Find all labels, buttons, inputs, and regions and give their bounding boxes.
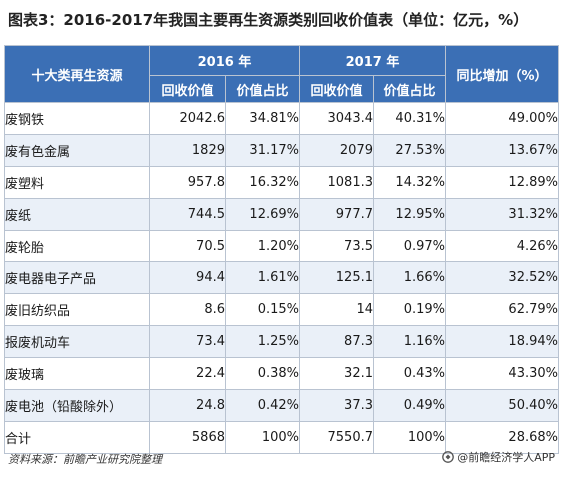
table-row: 废钢铁 2042.6 34.81% 3043.4 40.31% 49.00%: [4, 102, 559, 135]
table-row: 废电池（铅酸除外） 24.8 0.42% 37.3 0.49% 50.40%: [4, 389, 559, 422]
qianzhan-logo-icon: [442, 451, 455, 463]
cell-category: 废纸: [4, 197, 150, 231]
cell-category: 合计: [4, 420, 150, 454]
cell-2017-share: 1.66%: [373, 261, 446, 295]
cell-2016-value: 70.5: [149, 229, 226, 263]
cell-2017-value: 3043.4: [299, 102, 374, 135]
cell-growth: 32.52%: [445, 261, 559, 295]
brand-label: @前瞻经济学人APP: [457, 451, 555, 464]
recycling-value-table: 十大类再生资源 2016 年 2017 年 同比增加（%） 回收价值 价值占比 …: [4, 45, 559, 454]
header-category: 十大类再生资源: [4, 45, 150, 103]
cell-growth: 4.26%: [445, 229, 559, 263]
cell-2016-share: 100%: [225, 420, 300, 454]
cell-2016-value: 744.5: [149, 197, 226, 231]
table-row: 废有色金属 1829 31.17% 2079 27.53% 13.67%: [4, 133, 559, 167]
cell-2017-value: 37.3: [299, 389, 374, 422]
cell-2017-value: 14: [299, 293, 374, 327]
table-row: 合计 5868 100% 7550.7 100% 28.68%: [4, 420, 559, 454]
cell-2017-share: 0.49%: [373, 389, 446, 422]
cell-2017-value: 1081.3: [299, 165, 374, 199]
cell-category: 废轮胎: [4, 229, 150, 263]
table-body: 废钢铁 2042.6 34.81% 3043.4 40.31% 49.00% 废有色金属 18…: [4, 102, 559, 454]
cell-2017-share: 0.19%: [373, 293, 446, 327]
header-2017-value: 回收价值: [299, 75, 374, 103]
table-row: 废电器电子产品 94.4 1.61% 125.1 1.66% 32.52%: [4, 261, 559, 295]
cell-category: 废钢铁: [4, 102, 150, 135]
cell-2016-value: 8.6: [149, 293, 226, 327]
cell-2017-value: 7550.7: [299, 420, 374, 454]
cell-2017-share: 40.31%: [373, 102, 446, 135]
table-row: 废旧纺织品 8.6 0.15% 14 0.19% 62.79%: [4, 293, 559, 327]
cell-2016-share: 31.17%: [225, 133, 300, 167]
cell-2017-share: 14.32%: [373, 165, 446, 199]
cell-2017-share: 100%: [373, 420, 446, 454]
cell-growth: 13.67%: [445, 133, 559, 167]
cell-2017-share: 12.95%: [373, 197, 446, 231]
header-year-2016: 2016 年: [149, 45, 300, 76]
table-row: 废塑料 957.8 16.32% 1081.3 14.32% 12.89%: [4, 165, 559, 199]
cell-growth: 50.40%: [445, 389, 559, 422]
cell-growth: 31.32%: [445, 197, 559, 231]
cell-2016-share: 34.81%: [225, 102, 300, 135]
table-row: 废纸 744.5 12.69% 977.7 12.95% 31.32%: [4, 197, 559, 231]
cell-2016-share: 12.69%: [225, 197, 300, 231]
cell-2016-value: 24.8: [149, 389, 226, 422]
cell-growth: 12.89%: [445, 165, 559, 199]
cell-category: 废电池（铅酸除外）: [4, 389, 150, 422]
cell-2016-share: 0.15%: [225, 293, 300, 327]
cell-2017-value: 87.3: [299, 325, 374, 359]
cell-2016-share: 1.25%: [225, 325, 300, 359]
cell-2016-value: 73.4: [149, 325, 226, 359]
cell-2016-share: 0.42%: [225, 389, 300, 422]
table-row: 报废机动车 73.4 1.25% 87.3 1.16% 18.94%: [4, 325, 559, 359]
cell-2016-value: 2042.6: [149, 102, 226, 135]
table-row: 废玻璃 22.4 0.38% 32.1 0.43% 43.30%: [4, 357, 559, 391]
cell-2016-value: 22.4: [149, 357, 226, 391]
brand-watermark: @前瞻经济学人APP: [442, 449, 555, 465]
cell-category: 废玻璃: [4, 357, 150, 391]
cell-growth: 18.94%: [445, 325, 559, 359]
cell-category: 废塑料: [4, 165, 150, 199]
table-title: 图表3：2016-2017年我国主要再生资源类别回收价值表（单位：亿元，%）: [8, 11, 529, 29]
cell-2016-value: 957.8: [149, 165, 226, 199]
cell-2016-share: 0.38%: [225, 357, 300, 391]
cell-2017-value: 2079: [299, 133, 374, 167]
cell-2016-value: 94.4: [149, 261, 226, 295]
cell-2016-value: 1829: [149, 133, 226, 167]
cell-2016-share: 16.32%: [225, 165, 300, 199]
cell-category: 废旧纺织品: [4, 293, 150, 327]
cell-2017-share: 0.43%: [373, 357, 446, 391]
header-year-2017: 2017 年: [299, 45, 446, 76]
cell-2017-share: 1.16%: [373, 325, 446, 359]
cell-category: 废有色金属: [4, 133, 150, 167]
header-2017-share: 价值占比: [373, 75, 446, 103]
cell-2017-value: 125.1: [299, 261, 374, 295]
cell-2017-value: 977.7: [299, 197, 374, 231]
cell-2017-share: 0.97%: [373, 229, 446, 263]
cell-2017-share: 27.53%: [373, 133, 446, 167]
cell-2016-share: 1.20%: [225, 229, 300, 263]
cell-2017-value: 73.5: [299, 229, 374, 263]
table-row: 废轮胎 70.5 1.20% 73.5 0.97% 4.26%: [4, 229, 559, 263]
cell-category: 报废机动车: [4, 325, 150, 359]
cell-category: 废电器电子产品: [4, 261, 150, 295]
header-growth: 同比增加（%）: [445, 45, 559, 103]
source-note: 资料来源：前瞻产业研究院整理: [8, 453, 162, 466]
cell-growth: 49.00%: [445, 102, 559, 135]
header-2016-value: 回收价值: [149, 75, 226, 103]
cell-2016-share: 1.61%: [225, 261, 300, 295]
cell-2016-value: 5868: [149, 420, 226, 454]
cell-growth: 28.68%: [445, 420, 559, 454]
cell-growth: 62.79%: [445, 293, 559, 327]
header-2016-share: 价值占比: [225, 75, 300, 103]
cell-2017-value: 32.1: [299, 357, 374, 391]
cell-growth: 43.30%: [445, 357, 559, 391]
